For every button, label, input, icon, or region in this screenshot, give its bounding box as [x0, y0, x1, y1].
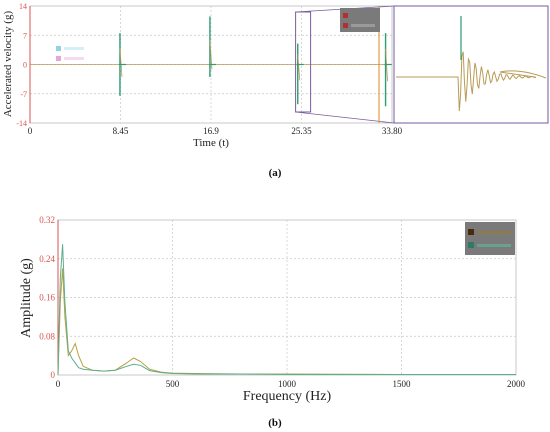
panel-a-y-axis-label: Accelerated velocity (g)	[2, 11, 14, 118]
panel-a-left-legend-swatch-2	[56, 56, 61, 61]
panel-b-y-tick-label: 0	[51, 370, 56, 380]
panel-b-y-tick-label: 0.08	[39, 331, 55, 341]
panel-b-legend-swatch-2	[468, 242, 474, 248]
panel-a-y-tick-label: 7	[23, 31, 27, 40]
panel-b-x-axis-label: Frequency (Hz)	[243, 389, 332, 404]
panel-a-inset-waveform	[396, 51, 547, 112]
panel-b-x-tick-label: 500	[166, 379, 180, 389]
panel-a: 0 8.45 16.9 25.35 33.80 14 7 0 -7 -14 Accelerated…	[2, 2, 549, 179]
panel-a-inset-signal	[396, 16, 547, 112]
panel-a-y-tick-label: 0	[23, 61, 27, 70]
panel-b-series-line	[57, 244, 516, 376]
panel-a-left-legend-swatch-1	[56, 46, 61, 51]
panel-a-zoom-inset	[393, 5, 549, 124]
panel-a-x-axis-label: Time (t)	[193, 137, 229, 149]
panel-b-y-tick-label: 0.24	[39, 254, 55, 264]
panel-a-left-legend	[56, 46, 84, 61]
panel-b-label: (b)	[268, 417, 282, 429]
panel-b-x-tick-label: 2000	[507, 379, 526, 389]
panel-b-x-tick-label: 0	[56, 379, 61, 389]
panel-a-event-ring	[119, 48, 123, 78]
panel-a-legend	[340, 8, 380, 32]
panel-a-zoom-selection	[295, 11, 312, 113]
panel-a-x-tick-label: 0	[28, 126, 33, 136]
panel-a-y-tick-label: -7	[20, 90, 27, 99]
panel-a-zoom-connector-bottom	[295, 111, 395, 124]
panel-a-legend-text-2	[351, 24, 375, 27]
panel-b-x-tick-label: 1500	[393, 379, 412, 389]
panel-b-legend-swatch-1	[468, 229, 474, 235]
panel-a-signal	[118, 16, 392, 107]
panel-a-legend-bg	[340, 8, 380, 32]
panel-b-y-tick-label: 0.32	[39, 215, 55, 225]
panel-b-y-axis-label: Amplitude (g)	[19, 258, 34, 338]
panel-b-legend-text-1	[477, 231, 511, 234]
panel-b-series	[57, 244, 516, 376]
panel-b-legend	[465, 222, 515, 255]
panel-a-label: (a)	[269, 167, 282, 179]
panel-a-x-tick-label: 25.35	[291, 126, 312, 136]
panel-a-x-tick-label: 16.9	[203, 126, 219, 136]
panel-a-x-tick-label: 33.80	[382, 126, 403, 136]
panel-b-x-tick-label: 1000	[278, 379, 297, 389]
panel-a-left-legend-text-1	[64, 47, 84, 50]
panel-a-y-tick-label: 14	[19, 2, 27, 11]
panel-a-left-legend-text-2	[64, 57, 84, 60]
panel-a-event-ring	[297, 54, 301, 81]
panel-a-x-tick-label: 8.45	[113, 126, 129, 136]
panel-b-legend-text-2	[477, 244, 511, 247]
panel-b-y-tick-label: 0.16	[39, 293, 55, 303]
panel-b: 0 500 1000 1500 2000 0 0.08 0.16 0.24 0.32 Amplit…	[19, 215, 526, 429]
panel-a-y-tick-label: -14	[16, 119, 27, 128]
panel-b-legend-bg	[465, 222, 515, 255]
panel-a-legend-swatch-2	[343, 23, 348, 28]
panel-a-ticks: 0 8.45 16.9 25.35 33.80 14 7 0 -7 -14	[16, 2, 402, 136]
panel-a-legend-swatch-1	[343, 13, 348, 18]
panel-b-ticks: 0 500 1000 1500 2000 0 0.08 0.16 0.24 0.32	[39, 215, 525, 389]
panel-b-grid	[58, 220, 516, 375]
